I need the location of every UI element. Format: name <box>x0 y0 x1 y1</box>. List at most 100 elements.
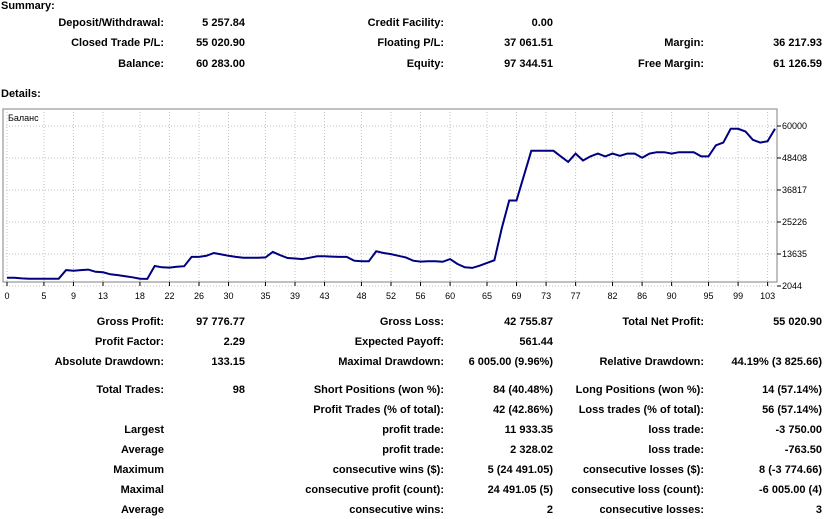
details-value-r8-c2: -6 005.00 (4) <box>759 484 822 496</box>
summary-label-r2-c0: Balance: <box>118 58 164 70</box>
details-value-r3-c0: 98 <box>232 384 245 396</box>
details-value-r5-c2: -3 750.00 <box>775 424 822 436</box>
details-label-r4-c2: Loss trades (% of total): <box>578 404 704 416</box>
balance-series-line <box>7 127 776 280</box>
summary-value-r2-c1: 97 344.51 <box>504 58 553 70</box>
details-label-r5-c1: profit trade: <box>382 424 444 436</box>
y-tick-label: 25226 <box>782 217 807 227</box>
x-tick-label: 35 <box>260 291 270 301</box>
details-label-r3-c1: Short Positions (won %): <box>313 384 444 396</box>
x-tick-label: 82 <box>608 291 618 301</box>
summary-value-r0-c1: 0.00 <box>531 17 553 29</box>
y-axis-ticks: 60000 48408 36817 25226 13635 2044 <box>777 121 807 291</box>
x-axis-ticks: 0 5 9 13 18 22 26 30 35 39 43 48 52 56 60 65 69 73 77 82 86 9… <box>4 282 775 301</box>
x-tick-label: 95 <box>704 291 714 301</box>
x-tick-label: 13 <box>98 291 108 301</box>
details-label-r2-c0: Absolute Drawdown: <box>54 356 164 368</box>
summary-value-r0-c0: 5 257.84 <box>202 17 245 29</box>
x-tick-label: 22 <box>164 291 174 301</box>
summary-label-r0-c1: Credit Facility: <box>367 17 444 29</box>
x-tick-label: 0 <box>4 291 9 301</box>
details-value-r1-c1: 561.44 <box>519 336 553 348</box>
details-label-r5-c0: Largest <box>124 424 164 436</box>
details-value-r8-c1: 24 491.05 (5) <box>487 484 553 496</box>
x-tick-label: 9 <box>71 291 76 301</box>
details-label-r6-c2: loss trade: <box>648 444 704 456</box>
summary-value-r1-c0: 55 020.90 <box>196 37 245 49</box>
details-label-r7-c1: consecutive wins ($): <box>332 464 444 476</box>
details-label-r6-c1: profit trade: <box>382 444 444 456</box>
summary-label-r1-c2: Margin: <box>664 37 704 49</box>
y-tick-label: 36817 <box>782 185 807 195</box>
x-tick-label: 30 <box>224 291 234 301</box>
summary-value-r1-c1: 37 061.51 <box>504 37 553 49</box>
details-label-r8-c0: Maximal <box>120 484 164 496</box>
x-tick-label: 52 <box>386 291 396 301</box>
y-tick-label: 2044 <box>782 281 802 291</box>
details-value-r4-c1: 42 (42.86%) <box>493 404 553 416</box>
details-value-r7-c1: 5 (24 491.05) <box>487 464 553 476</box>
details-value-r6-c1: 2 328.02 <box>510 444 553 456</box>
details-value-r7-c2: 8 (-3 774.66) <box>759 464 822 476</box>
details-label-r9-c2: consecutive losses: <box>599 504 704 516</box>
x-tick-label: 65 <box>482 291 492 301</box>
x-tick-label: 18 <box>135 291 145 301</box>
details-label-r0-c0: Gross Profit: <box>96 316 164 328</box>
summary-label-r0-c0: Deposit/Withdrawal: <box>58 17 164 29</box>
summary-label-r1-c1: Floating P/L: <box>377 37 444 49</box>
x-tick-label: 86 <box>637 291 647 301</box>
summary-label-r2-c1: Equity: <box>406 58 444 70</box>
chart-frame <box>2 108 778 283</box>
details-label-r1-c1: Expected Payoff: <box>354 336 444 348</box>
details-label-r7-c0: Maximum <box>113 464 164 476</box>
details-value-r9-c1: 2 <box>546 504 553 516</box>
x-tick-label: 48 <box>356 291 366 301</box>
x-tick-label: 90 <box>667 291 677 301</box>
details-label-r8-c1: consecutive profit (count): <box>305 484 444 496</box>
details-label-r5-c2: loss trade: <box>648 424 704 436</box>
summary-title: Summary: <box>1 0 55 12</box>
details-label-r2-c1: Maximal Drawdown: <box>338 356 444 368</box>
x-tick-label: 60 <box>445 291 455 301</box>
chart-legend-label: Баланс <box>8 113 39 123</box>
details-value-r3-c1: 84 (40.48%) <box>493 384 553 396</box>
details-label-r8-c2: consecutive loss (count): <box>571 484 704 496</box>
balance-chart: Баланс 60000 48408 36817 25226 13635 2044 0 5 9… <box>2 108 807 301</box>
y-tick-label: 13635 <box>782 249 807 259</box>
y-tick-label: 48408 <box>782 153 807 163</box>
summary-value-r1-c2: 36 217.93 <box>773 37 822 49</box>
details-value-r0-c0: 97 776.77 <box>196 316 245 328</box>
details-label-r2-c2: Relative Drawdown: <box>599 356 704 368</box>
summary-value-r2-c2: 61 126.59 <box>773 58 822 70</box>
details-label-r0-c2: Total Net Profit: <box>622 316 704 328</box>
details-label-r4-c1: Profit Trades (% of total): <box>313 404 444 416</box>
details-value-r5-c1: 11 933.35 <box>504 424 553 436</box>
details-label-r6-c0: Average <box>120 444 164 456</box>
y-tick-label: 60000 <box>782 121 807 131</box>
x-tick-label: 69 <box>512 291 522 301</box>
details-title: Details: <box>1 88 41 100</box>
details-value-r2-c2: 44.19% (3 825.66) <box>731 356 822 368</box>
summary-label-r2-c2: Free Margin: <box>637 58 704 70</box>
x-tick-label: 26 <box>194 291 204 301</box>
details-value-r9-c2: 3 <box>815 504 822 516</box>
details-value-r3-c2: 14 (57.14%) <box>762 384 822 396</box>
x-tick-label: 99 <box>733 291 743 301</box>
details-label-r3-c2: Long Positions (won %): <box>575 384 704 396</box>
details-label-r9-c1: consecutive wins: <box>349 504 444 516</box>
details-label-r0-c1: Gross Loss: <box>379 316 444 328</box>
x-tick-label: 43 <box>320 291 330 301</box>
summary-label-r1-c0: Closed Trade P/L: <box>71 37 164 49</box>
details-value-r0-c2: 55 020.90 <box>773 316 822 328</box>
details-value-r6-c2: -763.50 <box>784 444 822 456</box>
details-value-r2-c0: 133.15 <box>211 356 245 368</box>
x-tick-label: 73 <box>541 291 551 301</box>
chart-grid <box>3 109 777 287</box>
x-tick-label: 56 <box>416 291 426 301</box>
x-tick-label: 77 <box>571 291 581 301</box>
x-tick-label: 39 <box>290 291 300 301</box>
details-value-r1-c0: 2.29 <box>223 336 245 348</box>
details-label-r7-c2: consecutive losses ($): <box>582 464 704 476</box>
details-label-r1-c0: Profit Factor: <box>94 336 164 348</box>
details-value-r4-c2: 56 (57.14%) <box>762 404 822 416</box>
